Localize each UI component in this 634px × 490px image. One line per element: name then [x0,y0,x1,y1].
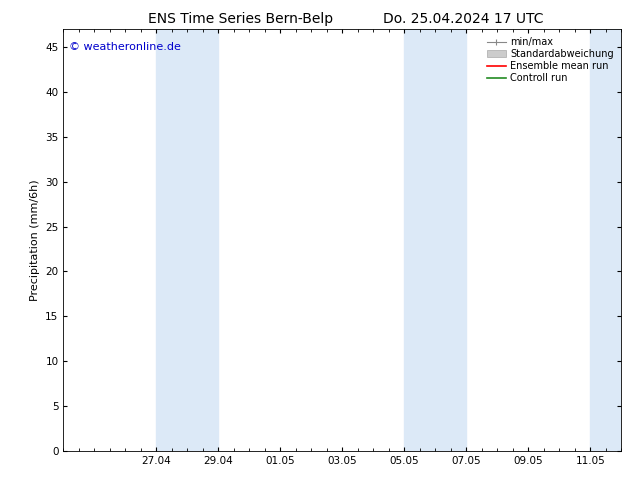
Bar [404,29,467,451]
Bar [157,29,218,451]
Text: © weatheronline.de: © weatheronline.de [69,42,181,52]
Text: Do. 25.04.2024 17 UTC: Do. 25.04.2024 17 UTC [382,12,543,26]
Bar [590,29,621,451]
Legend: min/max, Standardabweichung, Ensemble mean run, Controll run: min/max, Standardabweichung, Ensemble me… [484,34,616,86]
Y-axis label: Precipitation (mm/6h): Precipitation (mm/6h) [30,179,40,301]
Text: ENS Time Series Bern-Belp: ENS Time Series Bern-Belp [148,12,333,26]
